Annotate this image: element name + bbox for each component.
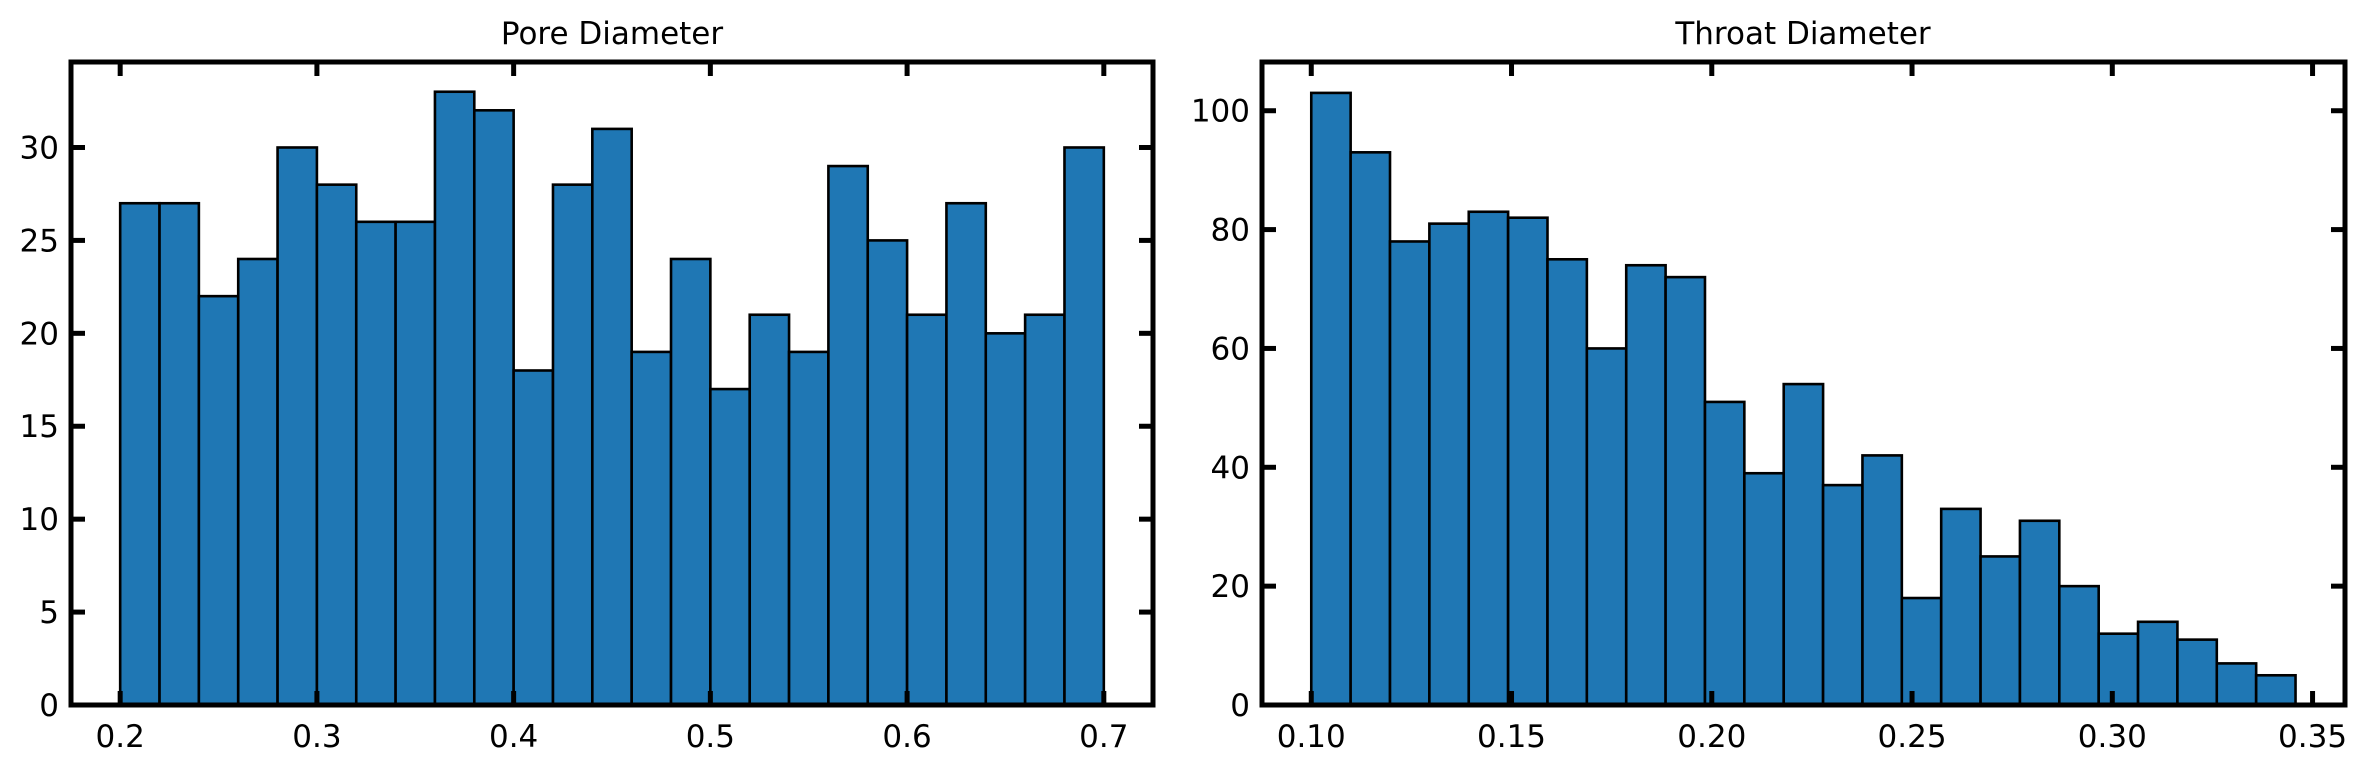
bar-throat-diameter [1309, 91, 1352, 707]
y-tick-label: 0 [1230, 688, 1250, 724]
y-tick-label: 0 [39, 688, 59, 724]
y-tick-label: 100 [1191, 94, 1250, 130]
bar-pore-diameter [315, 183, 358, 707]
bar-pore-diameter [709, 387, 752, 707]
bar-pore-diameter [512, 369, 555, 707]
bar-pore-diameter [236, 257, 279, 707]
panel-throat-diameter: Throat Diameter 0.10 0.15 0.20 0.25 0.30 0.35… [1191, 16, 2348, 755]
bar-pore-diameter [1063, 146, 1106, 707]
y-tick-label: 15 [20, 409, 59, 445]
bar-throat-diameter [1467, 210, 1510, 707]
axes-frame-pore-diameter [68, 59, 1156, 708]
bar-throat-diameter [1506, 216, 1549, 707]
bar-throat-diameter [1428, 222, 1471, 707]
bar-throat-diameter [2215, 662, 2258, 707]
bar-throat-diameter [1979, 555, 2022, 707]
bar-pore-diameter [433, 90, 476, 707]
bar-pore-diameter [1023, 313, 1066, 707]
y-tick-label: 20 [1211, 569, 1250, 605]
y-tick-label: 5 [39, 595, 59, 631]
bar-pore-diameter [591, 127, 633, 707]
bars-throat-diameter [1309, 91, 2297, 707]
bar-throat-diameter [2176, 638, 2219, 707]
x-tick-label: 0.5 [686, 719, 735, 755]
bar-throat-diameter [1939, 507, 1982, 707]
bar-throat-diameter [1388, 240, 1431, 707]
bar-pore-diameter [945, 201, 988, 707]
bar-throat-diameter [2058, 584, 2100, 707]
bar-throat-diameter [1743, 471, 1786, 707]
axes-frame-throat-diameter [1259, 59, 2348, 708]
x-tick-label: 0.20 [1677, 719, 1746, 755]
bar-throat-diameter [2254, 673, 2297, 707]
bar-throat-diameter [2097, 632, 2140, 707]
bar-pore-diameter [276, 146, 319, 707]
bar-pore-diameter [551, 183, 594, 707]
x-tick-label: 0.30 [2078, 719, 2147, 755]
bar-throat-diameter [2136, 620, 2179, 707]
bar-throat-diameter [1349, 151, 1392, 707]
bar-throat-diameter [1624, 263, 1667, 707]
bar-throat-diameter [1821, 483, 1864, 707]
bar-pore-diameter [787, 350, 830, 707]
bars-pore-diameter [118, 90, 1106, 707]
bar-throat-diameter [1782, 382, 1825, 707]
y-tick-label: 10 [20, 502, 59, 538]
bar-pore-diameter [118, 201, 161, 707]
ticks-pore-diameter: 0.2 0.3 0.4 0.5 0.6 0.7 0 5 10 15 20 25 30 [20, 62, 1153, 755]
x-tick-label: 0.15 [1477, 719, 1546, 755]
bar-pore-diameter [827, 164, 870, 707]
x-tick-label: 0.4 [489, 719, 538, 755]
bar-pore-diameter [472, 109, 515, 707]
y-tick-label: 20 [20, 316, 59, 352]
x-tick-label: 0.10 [1277, 719, 1346, 755]
bar-throat-diameter [1546, 257, 1589, 707]
x-tick-label: 0.2 [96, 719, 145, 755]
x-tick-label: 0.7 [1079, 719, 1128, 755]
x-tick-label: 0.35 [2278, 719, 2347, 755]
bar-throat-diameter [1585, 347, 1628, 707]
bar-throat-diameter [2018, 519, 2061, 707]
y-tick-label: 60 [1211, 331, 1250, 367]
panel-pore-diameter: Pore Diameter 0.2 0.3 0.4 0.5 0.6 0.7 0 5 10 15 20… [20, 16, 1156, 755]
bar-pore-diameter [158, 201, 201, 707]
bar-throat-diameter [1900, 596, 1943, 707]
y-tick-label: 80 [1211, 213, 1250, 249]
ticks-throat-diameter: 0.10 0.15 0.20 0.25 0.30 0.35 0 20 40 60 80 100 [1191, 62, 2347, 755]
bar-pore-diameter [394, 220, 437, 707]
bar-throat-diameter [1703, 400, 1746, 707]
chart-title-pore-diameter: Pore Diameter [501, 16, 724, 52]
x-tick-label: 0.6 [882, 719, 931, 755]
y-tick-label: 40 [1211, 450, 1250, 486]
bar-pore-diameter [984, 332, 1027, 707]
bar-pore-diameter [197, 294, 240, 707]
bar-pore-diameter [905, 313, 948, 707]
bar-throat-diameter [1664, 275, 1707, 707]
bar-pore-diameter [669, 257, 712, 707]
x-tick-label: 0.3 [292, 719, 341, 755]
bar-pore-diameter [866, 239, 909, 707]
y-tick-label: 30 [20, 130, 59, 166]
bar-pore-diameter [748, 313, 791, 707]
bar-pore-diameter [630, 350, 673, 707]
chart-title-throat-diameter: Throat Diameter [1674, 16, 1931, 52]
x-tick-label: 0.25 [1878, 719, 1947, 755]
bar-throat-diameter [1861, 454, 1904, 707]
bar-pore-diameter [354, 220, 397, 707]
y-tick-label: 25 [20, 223, 59, 259]
